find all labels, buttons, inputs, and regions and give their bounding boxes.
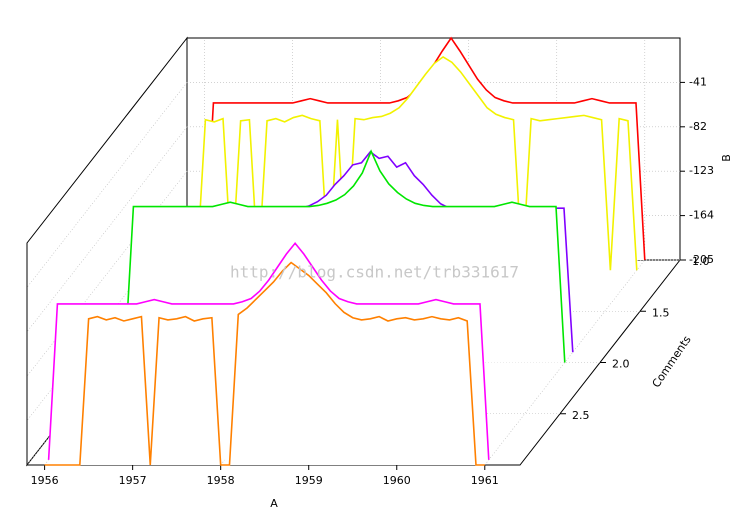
labels: A B Comments http://blog.csdn.net/trb331…	[31, 75, 733, 510]
traces	[44, 36, 646, 466]
x-axis-label: A	[270, 497, 278, 510]
y-tick-label: -82	[689, 120, 707, 133]
watermark: http://blog.csdn.net/trb331617	[230, 263, 519, 282]
y-tick-label: -123	[689, 164, 714, 177]
z-tick-label: 2.5	[572, 409, 590, 422]
x-tick-label: 1961	[471, 474, 499, 487]
trace-line	[123, 149, 566, 363]
trace-fill	[44, 262, 485, 465]
z-axis-label: Comments	[650, 333, 694, 390]
x-tick-label: 1960	[383, 474, 411, 487]
grid-line	[26, 82, 188, 288]
x-tick-label: 1959	[295, 474, 323, 487]
grid-line	[26, 171, 188, 377]
z-tick-label: 1.5	[652, 306, 670, 319]
grid-line	[26, 126, 188, 332]
x-tick-label: 1956	[31, 474, 59, 487]
trace-line	[195, 55, 638, 271]
x-tick-label: 1957	[119, 474, 147, 487]
y-tick-label: -164	[689, 209, 714, 222]
y-axis-label: B	[720, 154, 733, 162]
trace-line	[47, 242, 490, 460]
y-tick-label: -41	[689, 75, 707, 88]
trace-line	[44, 261, 485, 466]
grid-line	[484, 259, 646, 466]
y-tick-label: -205	[689, 253, 714, 266]
x-tick-label: 1958	[207, 474, 235, 487]
z-tick-label: 2.0	[612, 358, 630, 371]
z-tick-label: 1.0	[692, 255, 710, 268]
